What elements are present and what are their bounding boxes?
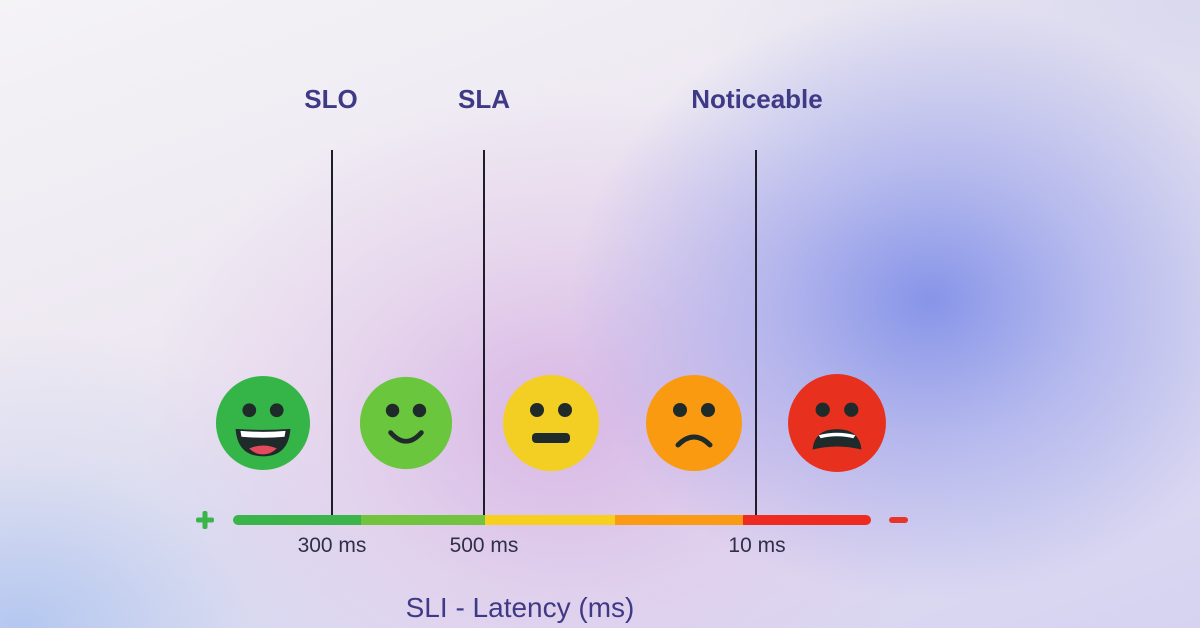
slo-label: SLO — [304, 84, 358, 114]
bar-segment-lightgreen — [361, 515, 485, 525]
noticeable-threshold-line — [755, 150, 757, 525]
slo-threshold-line — [331, 150, 333, 525]
axis-title: SLI - Latency (ms) — [405, 592, 635, 623]
sla-label: SLA — [458, 84, 510, 114]
distressed-face-icon — [788, 374, 886, 472]
tick-label-10ms: 10 ms — [728, 534, 786, 557]
latency-scale-bar — [233, 515, 871, 525]
bar-segment-orange — [615, 515, 743, 525]
bar-segment-yellow — [485, 515, 615, 525]
minus-icon — [889, 517, 908, 523]
neutral-face-icon — [503, 375, 599, 471]
noticeable-label: Noticeable — [691, 84, 823, 114]
plus-icon — [196, 511, 214, 529]
bar-segment-red — [743, 515, 871, 525]
tick-label-500ms: 500 ms — [449, 534, 519, 557]
sla-threshold-line — [483, 150, 485, 525]
bar-segment-green — [233, 515, 361, 525]
tick-label-300ms: 300 ms — [297, 534, 367, 557]
frowning-face-icon — [646, 375, 742, 471]
laughing-face-icon — [215, 375, 311, 471]
smiling-face-icon — [359, 376, 453, 470]
